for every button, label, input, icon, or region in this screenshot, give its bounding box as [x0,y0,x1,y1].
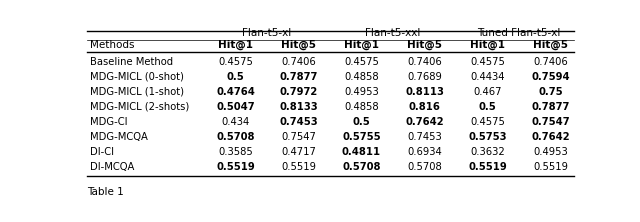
Text: 0.7972: 0.7972 [280,87,317,97]
Text: Table 1: Table 1 [88,186,124,196]
Text: 0.4575: 0.4575 [344,57,379,67]
Text: Hit@1: Hit@1 [218,40,253,50]
Text: 0.4575: 0.4575 [470,57,505,67]
Text: 0.8113: 0.8113 [405,87,444,97]
Text: 0.5708: 0.5708 [216,132,255,142]
Text: 0.7642: 0.7642 [531,132,570,142]
Text: DI-CI: DI-CI [90,147,114,157]
Text: Hit@5: Hit@5 [281,40,316,50]
Text: 0.7406: 0.7406 [407,57,442,67]
Text: 0.5: 0.5 [479,102,497,112]
Text: MDG-MICL (1-shot): MDG-MICL (1-shot) [90,87,184,97]
Text: 0.4953: 0.4953 [533,147,568,157]
Text: 0.7453: 0.7453 [407,132,442,142]
Text: 0.4858: 0.4858 [344,72,379,82]
Text: 0.3632: 0.3632 [470,147,505,157]
Text: MDG-MICL (2-shots): MDG-MICL (2-shots) [90,102,189,112]
Text: Baseline Method: Baseline Method [90,57,173,67]
Text: 0.5: 0.5 [227,72,244,82]
Text: 0.5753: 0.5753 [468,132,507,142]
Text: 0.4858: 0.4858 [344,102,379,112]
Text: 0.4764: 0.4764 [216,87,255,97]
Text: 0.4575: 0.4575 [470,117,505,127]
Text: 0.4953: 0.4953 [344,87,379,97]
Text: 0.7877: 0.7877 [531,102,570,112]
Text: 0.7689: 0.7689 [407,72,442,82]
Text: Hit@5: Hit@5 [407,40,442,50]
Text: 0.75: 0.75 [538,87,563,97]
Text: 0.7547: 0.7547 [531,117,570,127]
Text: Flan-t5-xl: Flan-t5-xl [243,28,292,38]
Text: MDG-MCQA: MDG-MCQA [90,132,148,142]
Text: 0.6934: 0.6934 [407,147,442,157]
Text: 0.3585: 0.3585 [218,147,253,157]
Text: 0.8133: 0.8133 [279,102,318,112]
Text: Hit@1: Hit@1 [344,40,379,50]
Text: 0.7547: 0.7547 [281,132,316,142]
Text: 0.7406: 0.7406 [281,57,316,67]
Text: 0.5519: 0.5519 [533,162,568,172]
Text: 0.7453: 0.7453 [279,117,318,127]
Text: DI-MCQA: DI-MCQA [90,162,134,172]
Text: Tuned Flan-t5-xl: Tuned Flan-t5-xl [477,28,561,38]
Text: 0.4717: 0.4717 [281,147,316,157]
Text: 0.7594: 0.7594 [531,72,570,82]
Text: 0.5519: 0.5519 [216,162,255,172]
Text: 0.5708: 0.5708 [342,162,381,172]
Text: 0.5755: 0.5755 [342,132,381,142]
Text: 0.4575: 0.4575 [218,57,253,67]
Text: 0.7406: 0.7406 [533,57,568,67]
Text: Hit@1: Hit@1 [470,40,505,50]
Text: 0.7642: 0.7642 [405,117,444,127]
Text: 0.4434: 0.4434 [470,72,505,82]
Text: MDG-MICL (0-shot): MDG-MICL (0-shot) [90,72,184,82]
Text: 0.467: 0.467 [473,87,502,97]
Text: 0.5: 0.5 [353,117,371,127]
Text: 0.5519: 0.5519 [281,162,316,172]
Text: 0.5708: 0.5708 [407,162,442,172]
Text: Flan-t5-xxl: Flan-t5-xxl [365,28,420,38]
Text: Methods: Methods [90,40,134,50]
Text: MDG-CI: MDG-CI [90,117,127,127]
Text: Hit@5: Hit@5 [533,40,568,50]
Text: 0.434: 0.434 [221,117,250,127]
Text: 0.5519: 0.5519 [468,162,507,172]
Text: 0.4811: 0.4811 [342,147,381,157]
Text: 0.5047: 0.5047 [216,102,255,112]
Text: 0.7877: 0.7877 [279,72,317,82]
Text: 0.816: 0.816 [408,102,440,112]
